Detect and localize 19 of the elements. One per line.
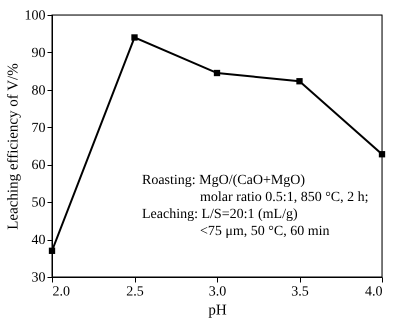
x-tick-label: 4.0 [365, 284, 382, 300]
annotation: Roasting: MgO/(CaO+MgO) [142, 173, 306, 188]
x-tick-label: 2.0 [52, 284, 70, 300]
y-tick-label: 100 [24, 8, 46, 24]
x-axis-title: pH [208, 302, 227, 318]
y-axis-title: Leaching efficiency of V/% [6, 63, 22, 230]
x-tick-label: 3.5 [291, 284, 309, 300]
y-tick-label: 40 [32, 233, 46, 248]
annotation: molar ratio 0.5:1, 850 °C, 2 h; [200, 190, 369, 205]
y-tick-label: 60 [32, 158, 46, 174]
x-tick-label: 2.5 [126, 284, 144, 300]
y-tick-label: 30 [32, 270, 46, 286]
y-tick-label: 80 [32, 83, 46, 98]
annotation: <75 μm, 50 °C, 60 min [200, 224, 330, 239]
annotation: Leaching: L/S=20:1 (mL/g) [142, 207, 298, 222]
y-tick-label: 70 [32, 120, 46, 136]
y-tick-label: 50 [32, 196, 46, 211]
y-tick-label: 90 [32, 46, 46, 61]
x-tick-label: 3.0 [208, 284, 226, 300]
